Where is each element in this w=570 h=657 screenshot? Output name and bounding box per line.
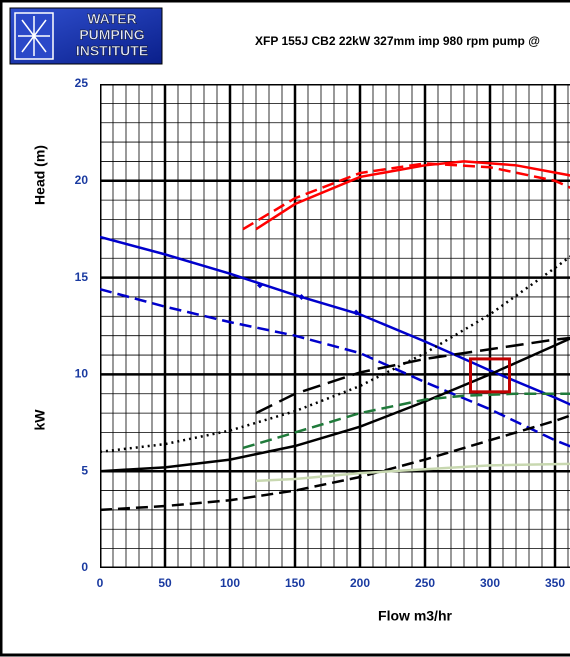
x-tick-label: 50: [158, 576, 172, 590]
x-tick-label: 150: [285, 576, 305, 590]
curve: [100, 288, 570, 448]
curve: [242, 392, 570, 450]
x-tick-label: 250: [415, 576, 435, 590]
tick-labels: 0 50 100 150 200 250 300 350 0 5 10 15 20 25: [75, 76, 566, 590]
x-tick-label: 200: [350, 576, 370, 590]
logo-text: PUMPING: [79, 27, 144, 43]
x-tick-label: 0: [97, 576, 104, 590]
y-tick-label: 20: [75, 173, 89, 187]
y-tick-label: 15: [75, 270, 89, 284]
curve: [100, 414, 570, 512]
operating-box: [469, 357, 511, 394]
y-axis-title: kW: [32, 409, 48, 431]
logo-text: WATER: [87, 11, 137, 27]
x-tick-label: 300: [480, 576, 500, 590]
curve: [255, 462, 570, 483]
chart-title: XFP 155J CB2 22kW 327mm imp 980 rpm pump…: [255, 34, 540, 48]
curve: [255, 336, 570, 415]
curve: [255, 160, 570, 231]
marker: [353, 309, 360, 316]
logo-icon-lines: [18, 16, 50, 56]
x-tick-label: 100: [220, 576, 240, 590]
curve: [242, 162, 570, 231]
curve: [100, 337, 570, 473]
logo-text: INSTITUTE: [76, 43, 148, 59]
y-axis-title: Head (m): [32, 145, 48, 205]
y-tick-label: 25: [75, 76, 89, 90]
marker: [298, 293, 305, 300]
y-tick-label: 10: [75, 367, 89, 381]
x-axis-title: Flow m3/hr: [378, 608, 452, 624]
logo: WATER PUMPING INSTITUTE: [9, 7, 163, 65]
y-tick-label: 0: [81, 560, 88, 574]
y-tick-label: 5: [81, 463, 88, 477]
curve: [100, 235, 570, 406]
x-tick-label: 350: [545, 576, 565, 590]
plot-area: [100, 160, 570, 512]
marker: [256, 282, 263, 289]
